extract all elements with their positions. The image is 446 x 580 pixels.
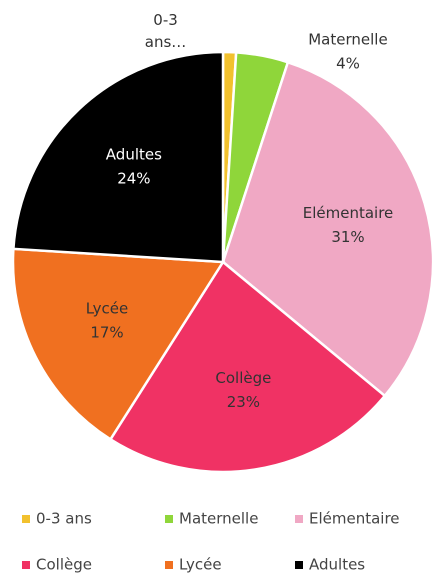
legend-label: Maternelle (179, 510, 258, 528)
value-label: 4% (336, 55, 360, 73)
legend-swatch (165, 561, 173, 569)
legend-label: Adultes (309, 556, 365, 574)
slice-label: Maternelle (308, 31, 387, 49)
slice-label: Lycée (86, 300, 129, 318)
slice-label: Collège (215, 369, 271, 387)
value-label: 17% (90, 324, 123, 342)
legend-swatch (165, 515, 173, 523)
value-label: 24% (117, 170, 150, 188)
legend-label: Elémentaire (309, 510, 400, 528)
legend-swatch (22, 515, 30, 523)
legend-swatch (22, 561, 30, 569)
pie-slice (12, 50, 225, 264)
slice-label: Adultes (106, 146, 162, 164)
pie-slice (108, 260, 387, 474)
slice-label-line: ans… (145, 33, 187, 51)
legend-label: Collège (36, 556, 92, 574)
value-label: 23% (227, 393, 260, 411)
pie-slice (11, 247, 226, 442)
legend-swatch (295, 515, 303, 523)
slice-label-line: 0-3 (153, 11, 178, 29)
value-label: 31% (331, 228, 364, 246)
legend-swatch (295, 561, 303, 569)
pie-slice (221, 60, 435, 398)
legend-label: Lycée (179, 556, 222, 574)
slice-label: Elémentaire (303, 204, 394, 222)
slice-label: 0-3 ans… (145, 11, 187, 51)
legend-label: 0-3 ans (36, 510, 92, 528)
